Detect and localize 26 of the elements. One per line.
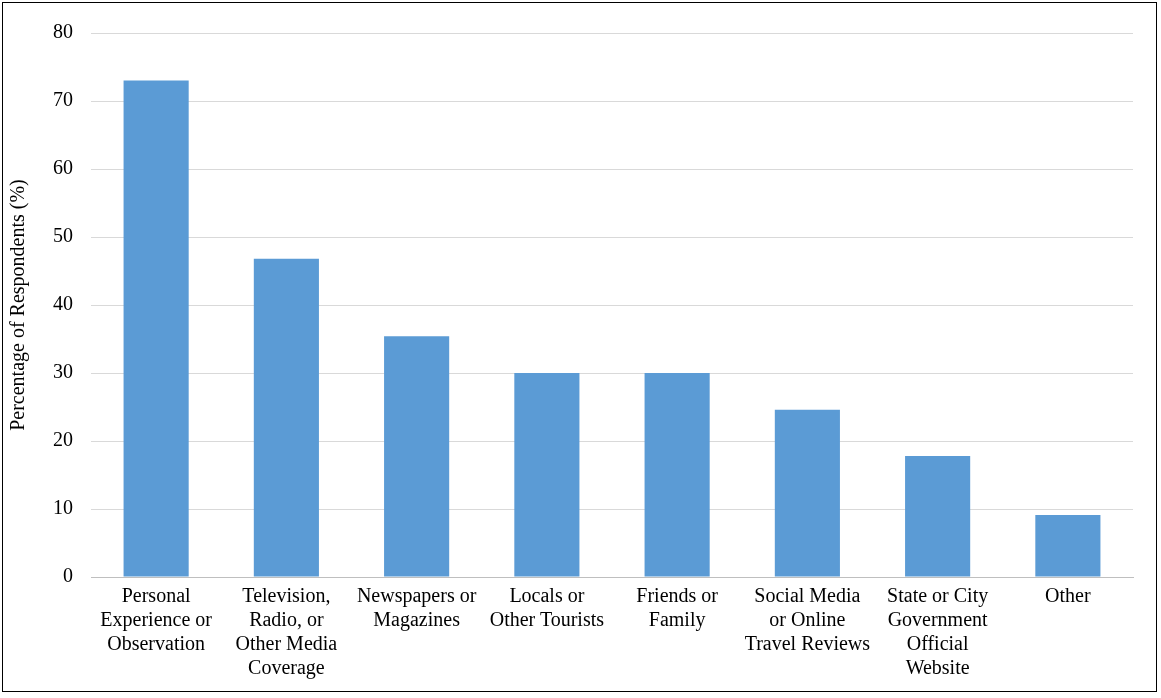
bar — [123, 80, 189, 577]
bar — [905, 455, 971, 577]
x-tick-label: Television, Radio, or Other Media Coverage — [235, 584, 338, 680]
y-tick-label: 60 — [53, 156, 73, 179]
y-tick-label: 0 — [63, 564, 73, 587]
y-axis-title: Percentage of Respondents (%) — [6, 179, 30, 431]
y-tick-label: 30 — [53, 360, 73, 383]
y-tick-label: 80 — [53, 20, 73, 43]
bar — [384, 336, 450, 577]
y-tick-label: 10 — [53, 496, 73, 519]
x-tick-label: Personal Experience or Observation — [100, 584, 213, 655]
bar — [644, 373, 710, 577]
y-tick-label: 20 — [53, 428, 73, 451]
x-tick-label: Newspapers or Magazines — [356, 584, 477, 632]
y-tick-label: 70 — [53, 88, 73, 111]
bar — [1035, 515, 1101, 577]
x-tick-label: Other — [1045, 584, 1091, 607]
x-tick-label: Locals or Other Tourists — [489, 584, 605, 631]
x-tick-label: State or City Government Official Website — [887, 584, 989, 679]
bar — [514, 373, 580, 577]
x-tick-label: Friends or Family — [636, 584, 719, 632]
x-tick-label: Social Media or Online Travel Reviews — [744, 584, 871, 655]
y-tick-label: 40 — [53, 292, 73, 315]
bar — [774, 409, 840, 577]
bar — [253, 258, 319, 577]
y-tick-label: 50 — [53, 224, 73, 247]
